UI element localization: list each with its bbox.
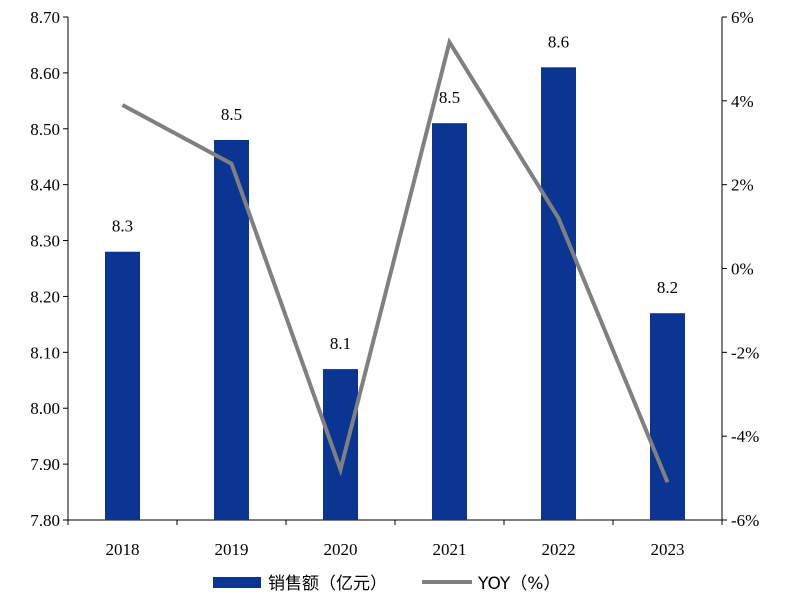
bar (214, 139, 249, 520)
bar-data-label: 8.5 (439, 88, 460, 107)
legend-bar-label: 销售额（亿元） (268, 574, 387, 594)
y-right-tick-label: 0% (731, 260, 754, 279)
x-tick-label: 2022 (542, 540, 576, 559)
bar-data-label: 8.2 (657, 278, 678, 297)
x-tick-label: 2021 (433, 540, 467, 559)
yoy-line (121, 37, 670, 484)
x-tick-label: 2018 (106, 540, 140, 559)
bar-data-label: 8.1 (330, 334, 351, 353)
y-right-tick-label: -4% (731, 427, 759, 446)
y-left-tick-label: 8.00 (30, 399, 60, 418)
y-left-tick-label: 8.40 (30, 176, 60, 195)
x-tick-label: 2020 (324, 540, 358, 559)
y-left-tick-label: 7.90 (30, 455, 60, 474)
bar (323, 369, 358, 520)
bar (105, 251, 140, 520)
y-right-tick-label: 2% (731, 176, 754, 195)
y-left-tick-label: 8.10 (30, 343, 60, 362)
legend: 销售额（亿元） YOY（%） (213, 574, 560, 594)
bar-data-label: 8.3 (112, 217, 133, 236)
bar (432, 123, 467, 520)
y-left-tick-label: 8.60 (30, 64, 60, 83)
y-left-tick-label: 8.50 (30, 120, 60, 139)
bar-data-label: 8.6 (548, 32, 569, 51)
y-right-tick-label: 4% (731, 92, 754, 111)
legend-line-label: YOY（%） (477, 574, 560, 594)
x-tick-label: 2023 (651, 540, 685, 559)
y-left-tick-label: 7.80 (30, 511, 60, 530)
bar (541, 67, 576, 521)
y-right-tick-label: 6% (731, 8, 754, 27)
bar (650, 313, 685, 520)
y-right-tick-label: -6% (731, 511, 759, 530)
x-tick-label: 2019 (215, 540, 249, 559)
y-right-tick-label: -2% (731, 343, 759, 362)
y-left-tick-label: 8.70 (30, 8, 60, 27)
y-left-tick-label: 8.30 (30, 232, 60, 251)
y-left-tick-label: 8.20 (30, 287, 60, 306)
legend-bar-swatch (213, 577, 261, 588)
bar-data-label: 8.5 (221, 105, 242, 124)
